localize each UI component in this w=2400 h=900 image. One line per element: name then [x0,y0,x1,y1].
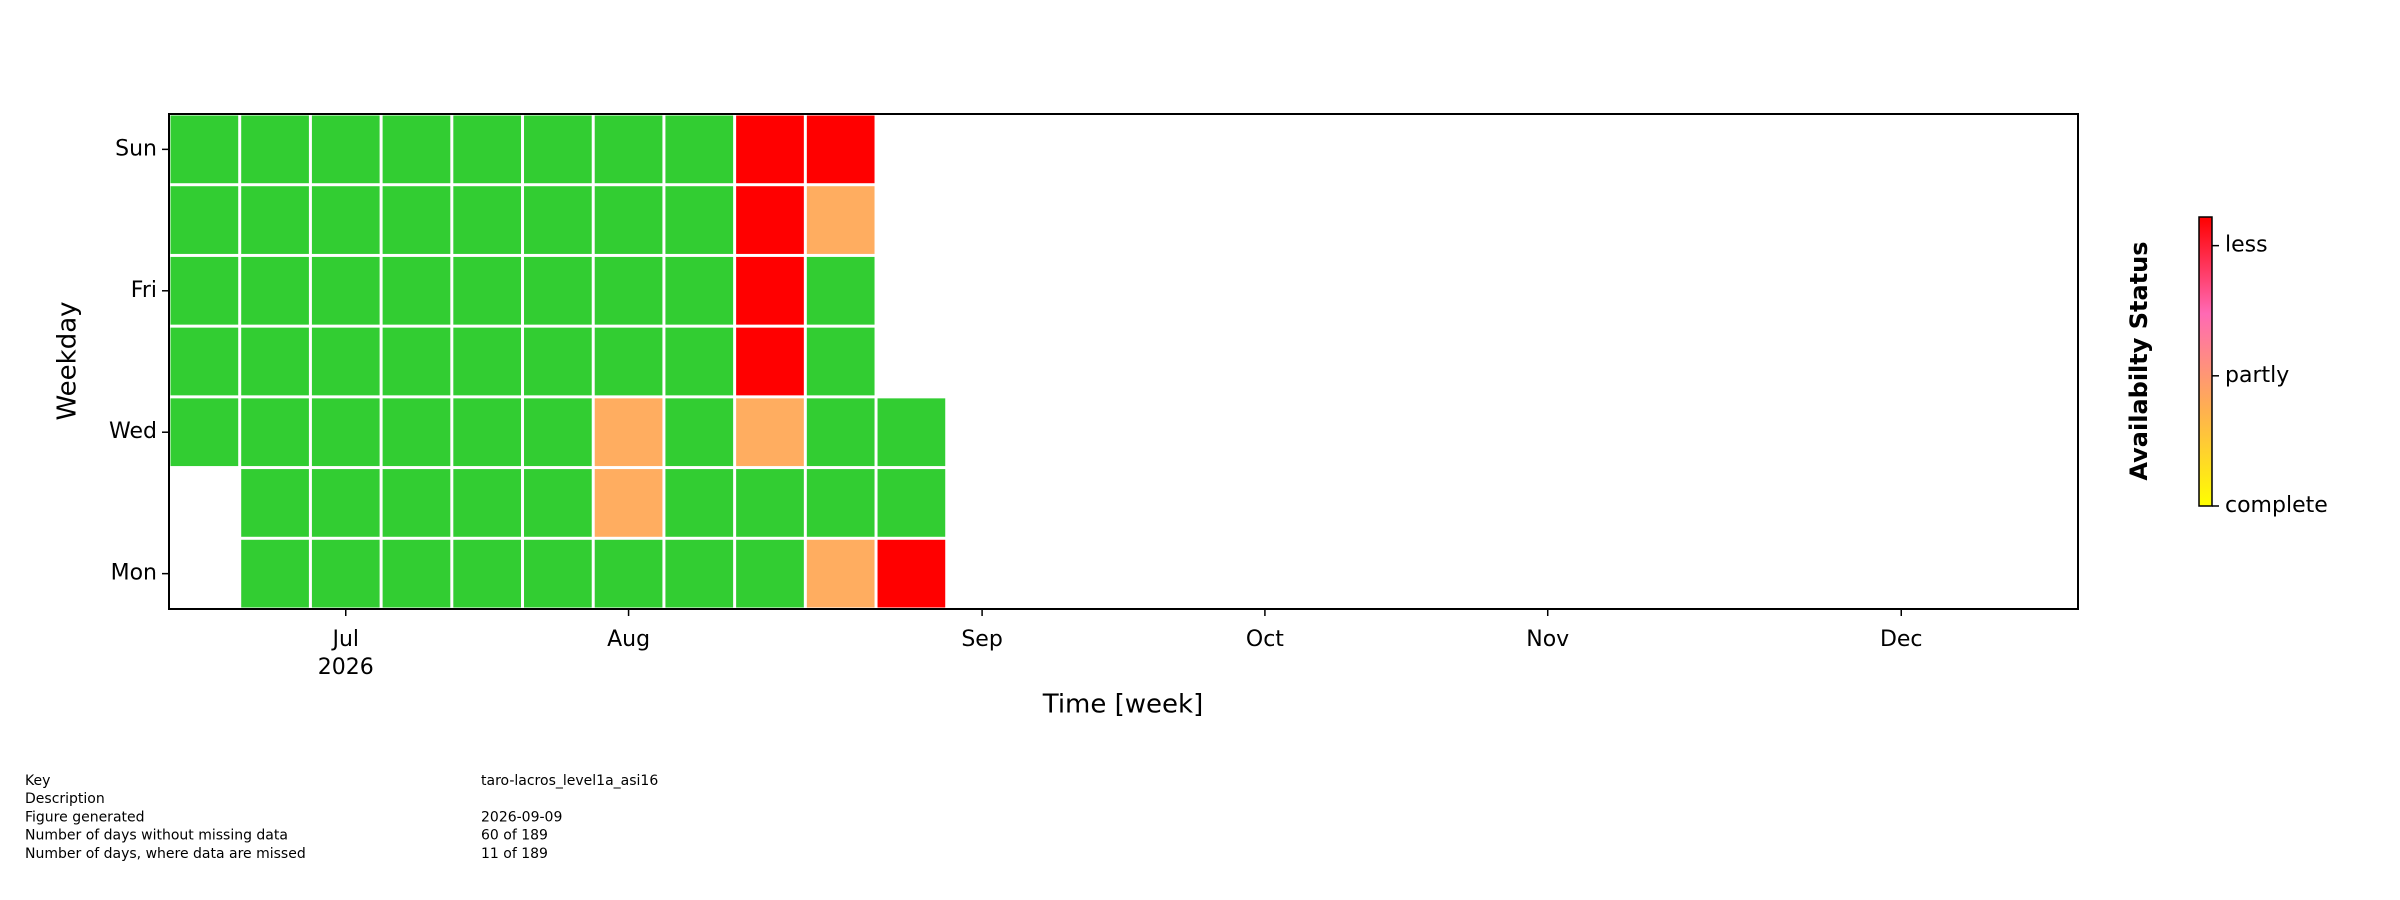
heatmap-cell [665,327,734,396]
heatmap-cell [453,398,522,467]
heatmap-cell [594,186,663,254]
heatmap-cell [736,469,804,537]
heatmap-cell [170,398,239,467]
footer-key: Key [25,773,50,789]
heatmap-cell [665,398,734,467]
heatmap-cell [453,327,522,396]
heatmap-cell [311,539,380,608]
heatmap-cell [736,256,804,325]
heatmap-cell [594,469,663,537]
x-tick-label: Jul 2026 [318,627,374,680]
heatmap-cell [806,539,875,608]
heatmap-cell [453,469,522,537]
x-tick-label: Oct [1246,627,1284,652]
footer-value: taro-lacros_level1a_asi16 [481,773,658,789]
heatmap-cell [736,186,804,254]
heatmap-cell [241,469,309,537]
heatmap-cell [665,469,734,537]
heatmap-cell [241,186,309,254]
heatmap-cell [594,398,663,467]
heatmap-cell [311,469,380,537]
plot-frame [168,113,2079,610]
heatmap-cell [806,469,875,537]
heatmap-cell [877,469,946,537]
heatmap-cell [241,256,309,325]
heatmap-cell [806,186,875,254]
heatmap-cell [170,327,239,396]
y-tick-label: Mon [111,561,157,586]
heatmap-cell [382,327,451,396]
heatmap-cell [806,256,875,325]
heatmap-cell [382,186,451,254]
heatmap-cell [665,115,734,184]
heatmap-cell [806,115,875,184]
y-axis-label: Weekday [53,301,83,420]
footer-value: 2026-09-09 [481,809,562,825]
heatmap-cell [241,398,309,467]
heatmap-cell [594,115,663,184]
x-tick-label: Aug [607,627,650,652]
heatmap-cell [524,539,592,608]
colorbar [2198,216,2213,507]
colorbar-label: Availabilty Status [2125,241,2153,480]
heatmap-cell [524,327,592,396]
heatmap-cell [311,256,380,325]
heatmap-cell [241,327,309,396]
heatmap-cell [665,186,734,254]
footer-key: Description [25,791,105,807]
footer-value: 11 of 189 [481,846,548,862]
heatmap-cell [311,327,380,396]
heatmap-cell [382,115,451,184]
heatmap-cell [736,115,804,184]
y-tick-label: Sun [115,136,157,161]
heatmap-cell [241,115,309,184]
heatmap-cell [877,398,946,467]
heatmap-cell [524,186,592,254]
heatmap-cell [241,539,309,608]
heatmap-cell [736,539,804,608]
heatmap-cell [382,256,451,325]
x-tick-label: Dec [1880,627,1923,652]
heatmap-cell [594,327,663,396]
heatmap-cell [170,256,239,325]
heatmap-cell [311,398,380,467]
y-tick-label: Wed [109,419,157,444]
footer-key: Number of days without missing data [25,828,288,844]
heatmap-cell [594,256,663,325]
heatmap-cell [382,469,451,537]
footer-key: Figure generated [25,809,145,825]
heatmap-cell [806,398,875,467]
x-axis-label: Time [week] [1042,690,1204,720]
heatmap-cell [665,539,734,608]
x-tick-label: Nov [1526,627,1569,652]
heatmap-cell [382,539,451,608]
colorbar-tick-label: less [2225,233,2268,258]
heatmap-cell [170,186,239,254]
heatmap-cell [877,539,946,608]
heatmap-cell [453,256,522,325]
heatmap-cell [665,256,734,325]
heatmap-cell [594,539,663,608]
footer-value: 60 of 189 [481,828,548,844]
heatmap-cell [524,398,592,467]
heatmap-cell [311,186,380,254]
heatmap-cell [453,539,522,608]
colorbar-tick-label: partly [2225,363,2289,388]
heatmap-cell [524,256,592,325]
heatmap-cell [806,327,875,396]
heatmap-cell [453,186,522,254]
heatmap-cell [382,398,451,467]
x-tick-label: Sep [961,627,1002,652]
heatmap-cell [170,115,239,184]
heatmap-cell [524,469,592,537]
heatmap-cell [736,398,804,467]
heatmap-cell [311,115,380,184]
heatmap-cell [453,115,522,184]
y-tick-label: Fri [131,278,157,303]
heatmap-cell [524,115,592,184]
heatmap-cell [736,327,804,396]
footer-key: Number of days, where data are missed [25,846,306,862]
colorbar-tick-label: complete [2225,493,2328,518]
